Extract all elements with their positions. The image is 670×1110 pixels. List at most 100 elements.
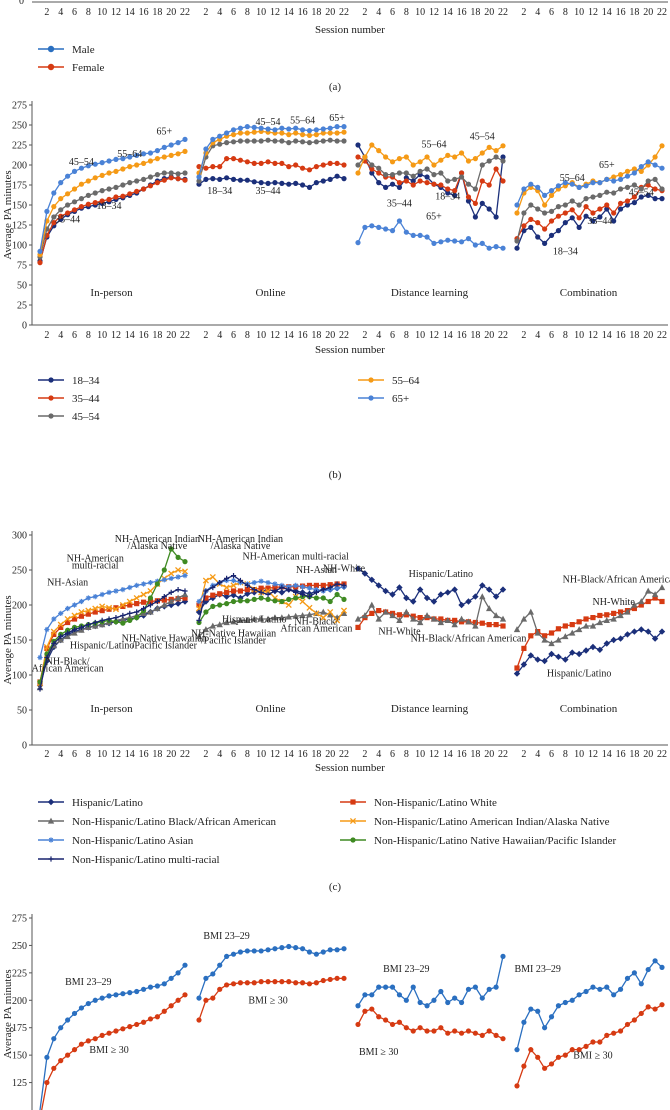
data-point	[417, 178, 423, 184]
data-point	[306, 590, 313, 597]
data-point	[624, 168, 631, 174]
data-point	[500, 143, 506, 149]
data-point	[230, 176, 237, 182]
data-point	[210, 584, 216, 591]
data-point	[369, 610, 375, 616]
data-point	[272, 598, 278, 604]
x-axis-label: Session number	[315, 762, 385, 774]
data-point	[293, 582, 299, 588]
data-point	[161, 594, 167, 600]
data-point	[265, 180, 271, 186]
x-tick-label: 8	[86, 330, 91, 341]
data-point	[638, 981, 644, 987]
data-point	[658, 628, 666, 635]
series-line	[198, 593, 345, 623]
legend-marker	[47, 798, 55, 806]
annotation-label: 65+	[426, 211, 442, 222]
data-point	[604, 1032, 610, 1038]
data-point	[514, 245, 520, 251]
data-point	[224, 953, 230, 960]
data-point	[431, 997, 437, 1003]
data-point	[299, 139, 306, 145]
data-point	[486, 158, 492, 164]
data-point	[120, 156, 126, 162]
data-point	[71, 612, 78, 619]
data-point	[410, 1028, 416, 1034]
data-point	[417, 1025, 423, 1031]
data-point	[175, 997, 181, 1003]
data-point	[651, 591, 659, 598]
data-point	[383, 184, 389, 190]
data-point	[272, 160, 278, 166]
data-point	[196, 602, 202, 608]
data-point	[154, 578, 160, 584]
y-axis-label: Average PA minutes	[2, 595, 14, 684]
data-point	[555, 183, 562, 189]
y-tick-label: 50	[17, 281, 27, 292]
series-line	[357, 144, 504, 219]
data-point	[92, 619, 98, 626]
annotation-label: Hispanic/Latino	[409, 569, 473, 580]
data-point	[147, 150, 154, 156]
data-point	[161, 601, 168, 608]
data-point	[576, 992, 582, 998]
data-point	[535, 234, 541, 240]
data-point	[251, 587, 257, 593]
data-point	[644, 587, 652, 594]
y-tick-label: 200	[12, 601, 27, 612]
x-tick-label: 2	[44, 330, 49, 341]
data-point	[78, 624, 85, 630]
data-point	[355, 240, 361, 246]
data-point	[479, 150, 485, 156]
data-point	[313, 980, 319, 986]
series-4	[37, 124, 665, 254]
series-5	[37, 546, 347, 685]
y-tick-label: 150	[12, 636, 27, 647]
data-point	[417, 999, 423, 1006]
data-point	[472, 619, 478, 626]
data-point	[217, 986, 223, 992]
data-point	[279, 979, 285, 985]
data-point	[617, 635, 624, 642]
series-line	[198, 576, 345, 622]
data-point	[458, 999, 465, 1006]
data-point	[217, 133, 223, 139]
data-point	[272, 581, 278, 587]
data-point	[341, 129, 347, 135]
data-point	[452, 995, 458, 1001]
data-point	[224, 156, 230, 162]
data-point	[431, 240, 437, 246]
data-point	[286, 943, 292, 950]
data-point	[499, 615, 507, 622]
data-point	[575, 626, 583, 633]
data-point	[403, 229, 409, 235]
data-point	[604, 206, 610, 212]
data-point	[334, 130, 340, 136]
data-point	[416, 619, 424, 626]
data-point	[168, 1003, 174, 1009]
data-point	[58, 633, 64, 640]
y-tick-label: 0	[22, 321, 27, 332]
x-tick-label: 16	[298, 330, 308, 341]
data-point	[65, 1017, 71, 1023]
data-point	[486, 1028, 492, 1034]
panel-a-x-tick-label: 4	[535, 7, 540, 18]
x-tick-label: 12	[588, 330, 598, 341]
data-point	[652, 196, 658, 202]
annotation-label: BMI 23–29	[203, 931, 249, 942]
data-point	[389, 228, 396, 234]
data-point	[278, 614, 286, 621]
data-point	[417, 615, 423, 621]
data-point	[306, 582, 313, 588]
data-point	[299, 584, 306, 590]
data-point	[147, 608, 154, 615]
data-point	[182, 595, 188, 601]
data-point	[99, 172, 105, 178]
data-point	[493, 244, 499, 250]
x-tick-label: 12	[270, 330, 280, 341]
data-point	[154, 605, 161, 612]
data-point	[210, 164, 216, 170]
data-point	[438, 182, 444, 188]
data-point	[99, 160, 105, 166]
data-point	[465, 598, 472, 605]
